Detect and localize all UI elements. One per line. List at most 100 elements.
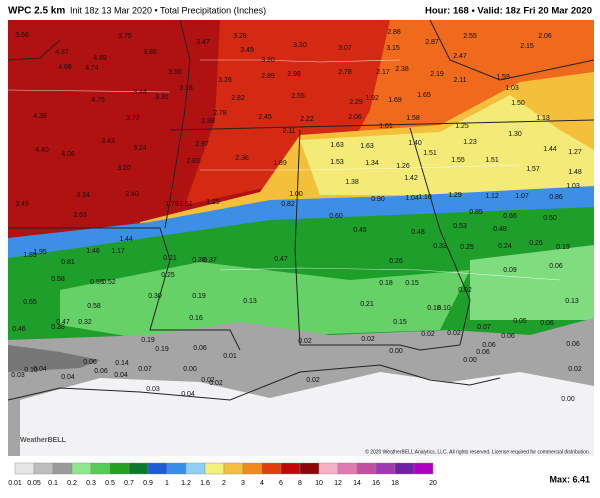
value-label: 0.06	[476, 349, 490, 356]
value-label: 2.63	[73, 212, 87, 219]
band-dark-gray	[8, 345, 100, 372]
value-label: 3.24	[133, 145, 147, 152]
value-label: 1.29	[448, 192, 462, 199]
value-label: 0.37	[203, 257, 217, 264]
legend-swatch	[356, 462, 377, 475]
legend-swatch	[185, 462, 206, 475]
value-label: 0.10	[437, 305, 451, 312]
copyright: © 2020 WeatherBELL Analytics, LLC. All r…	[365, 448, 590, 455]
value-label: 3.43	[101, 138, 115, 145]
value-label: 0.09	[503, 267, 517, 274]
county-line	[7, 89, 171, 93]
legend-swatch	[394, 462, 415, 475]
value-label: 1.57	[526, 166, 540, 173]
legend-swatch	[33, 462, 54, 475]
value-label: 1.89	[273, 160, 287, 167]
band-light-green	[60, 262, 470, 340]
value-label: 3.47	[196, 39, 210, 46]
value-label: 0.90	[371, 196, 385, 203]
value-label: 1.79	[165, 201, 179, 208]
value-label: 0.04	[61, 374, 75, 381]
legend-swatch	[318, 462, 339, 475]
value-label: 1.63	[330, 142, 344, 149]
value-label: 1.10	[418, 194, 432, 201]
value-label: 1.44	[543, 146, 557, 153]
legend-label: 1.2	[181, 480, 191, 487]
value-label: 1.51	[423, 150, 437, 157]
county-line	[219, 267, 561, 281]
legend-swatch	[337, 462, 358, 475]
legend-label: 2	[222, 480, 226, 487]
legend-swatch	[52, 462, 73, 475]
coastline	[7, 364, 501, 401]
value-label: 1.92	[365, 95, 379, 102]
logo: WeatherBELL	[20, 437, 66, 444]
county-line	[200, 59, 401, 63]
value-label: 4.76	[91, 97, 105, 104]
legend-label: 6	[279, 480, 283, 487]
legend-label: 1.6	[200, 480, 210, 487]
precip-field	[8, 20, 594, 456]
legend-swatch	[166, 462, 187, 475]
value-label: 0.85	[469, 209, 483, 216]
value-label: 0.01	[223, 353, 237, 360]
value-label: 2.15	[520, 43, 534, 50]
border	[429, 19, 595, 81]
value-label: 0.07	[138, 366, 152, 373]
value-label: 1.12	[485, 193, 499, 200]
value-label: 1.50	[511, 100, 525, 107]
value-label: 0.50	[543, 215, 557, 222]
legend-label: 0.7	[124, 480, 134, 487]
value-label: 2.88	[201, 118, 215, 125]
value-label: 0.06	[501, 333, 515, 340]
value-label: 3.15	[386, 45, 400, 52]
value-label: 0.06	[549, 263, 563, 270]
value-label: 0.02	[361, 336, 375, 343]
border	[164, 19, 191, 229]
init-text: Init 18z 13 Mar 2020 • Total Precipitati…	[70, 5, 266, 15]
value-label: 3.72	[126, 115, 140, 122]
value-label: 0.03	[11, 372, 25, 379]
value-label: 0.05	[513, 318, 527, 325]
value-label: 1.63	[360, 143, 374, 150]
legend-swatch	[109, 462, 130, 475]
value-label: 0.82	[281, 201, 295, 208]
legend-label: 4	[260, 480, 264, 487]
value-label: 2.78	[338, 69, 352, 76]
value-label: 0.06	[193, 345, 207, 352]
county-line	[200, 164, 521, 171]
value-label: 0.58	[51, 276, 65, 283]
value-label: 0.13	[565, 298, 579, 305]
legend-label: 0.5	[105, 480, 115, 487]
value-label: 0.02	[458, 287, 472, 294]
border	[169, 119, 595, 131]
value-label: 2.55	[463, 33, 477, 40]
value-label: 0.55	[90, 279, 104, 286]
value-label: 3.31	[155, 94, 169, 101]
value-label: 0.07	[477, 324, 491, 331]
value-label: 0.00	[183, 366, 197, 373]
value-label: 2.06	[538, 33, 552, 40]
value-label: 2.98	[287, 71, 301, 78]
gulf-white	[20, 372, 594, 456]
value-label: 1.95	[33, 249, 47, 256]
legend-swatch	[280, 462, 301, 475]
value-label: 1.03	[505, 85, 519, 92]
value-label: 2.11	[282, 128, 295, 135]
legend-label: 20	[429, 480, 437, 487]
value-label: 1.04	[405, 195, 419, 202]
value-labels: 3.66 3.75 4.37 4.89 4.68 4.74 3.86 3.47 3.28 3.49…	[11, 29, 582, 403]
value-label: 2.17	[376, 69, 390, 76]
value-label: 0.25	[161, 272, 175, 279]
value-label: 2.87	[425, 39, 439, 46]
border	[7, 39, 61, 61]
legend-label: 0.9	[143, 480, 153, 487]
value-label: 4.68	[58, 64, 72, 71]
value-label: 1.65	[417, 92, 431, 99]
legend-swatch	[90, 462, 111, 475]
value-label: 4.38	[33, 113, 47, 120]
value-label: 3.49	[240, 47, 254, 54]
value-label: 1.89	[23, 252, 37, 259]
